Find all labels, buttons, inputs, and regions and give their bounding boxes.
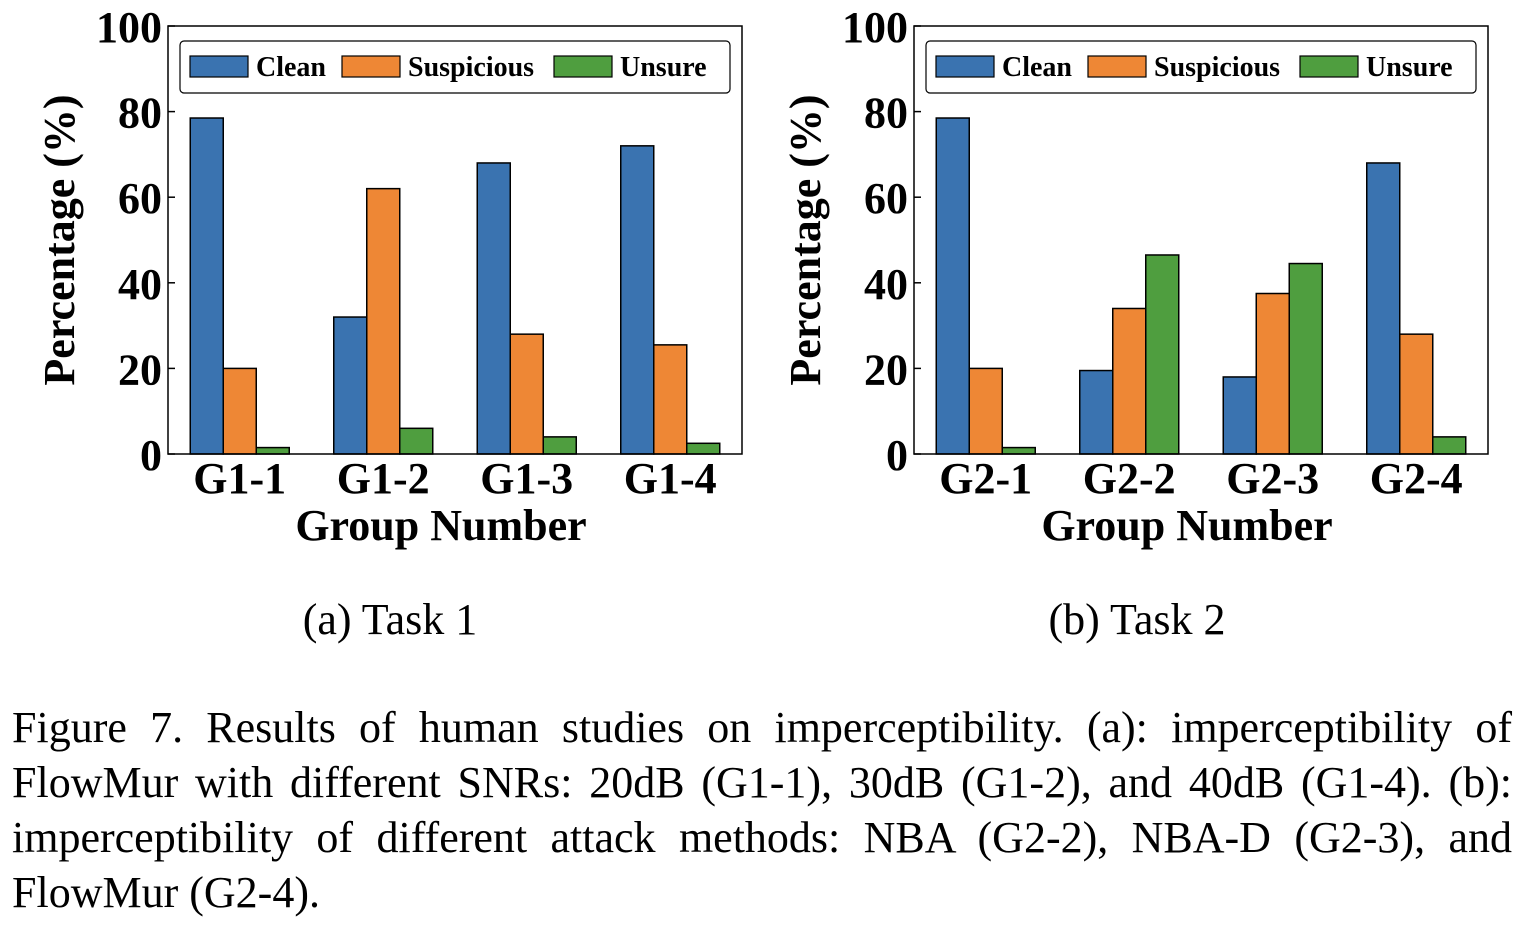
bar-clean-g1-1 (189, 117, 224, 455)
bar-clean-g2-2 (1079, 369, 1114, 455)
bar-unsure-g2-4 (1432, 436, 1467, 455)
legend-swatch-clean (189, 55, 249, 78)
bar-unsure-g1-4 (686, 442, 721, 455)
y-tick-label: 60 (864, 174, 908, 223)
bar-suspicious-g1-1 (222, 367, 257, 455)
y-tick-label: 60 (118, 174, 162, 223)
y-tick-label: 40 (864, 260, 908, 309)
bar-suspicious-g1-3 (509, 333, 544, 455)
figure-charts: G1-1 G1-2 G1-3 G1-4 0 20 40 60 80 100 Group Number… (35, 3, 1489, 550)
legend-swatch-suspicious (1087, 55, 1147, 78)
legend-label-unsure: Unsure (1366, 52, 1453, 83)
y-tick-label: 0 (140, 431, 162, 480)
y-tick-label: 20 (864, 345, 908, 394)
chart-2: G2-1 G2-2 G2-3 G2-4 0 20 40 60 80 100 Group Number… (781, 3, 1489, 550)
bar-clean-g2-4 (1366, 162, 1401, 455)
bar-clean-g2-1 (935, 117, 970, 455)
bar-suspicious-g2-4 (1399, 333, 1434, 455)
y-tick-label: 100 (96, 3, 162, 52)
legend-label-suspicious: Suspicious (1154, 52, 1280, 83)
legend-swatch-unsure (1299, 55, 1359, 78)
figure-caption: Figure 7. Results of human studies on im… (12, 703, 1512, 917)
legend-label-suspicious: Suspicious (408, 52, 534, 83)
legend-label-clean: Clean (1002, 52, 1072, 83)
axes-frame (167, 25, 743, 455)
bar-clean-g2-3 (1222, 376, 1257, 455)
legend-label-clean: Clean (256, 52, 326, 83)
x-axis-label: Group Number (295, 501, 586, 550)
bar-suspicious-g2-2 (1112, 307, 1147, 455)
bar-suspicious-g1-2 (366, 187, 401, 455)
y-tick-label: 20 (118, 345, 162, 394)
x-tick-label: G1-4 (624, 454, 717, 503)
y-tick-label: 100 (842, 3, 908, 52)
x-tick-label: G2-3 (1226, 454, 1319, 503)
x-tick-label: G2-1 (939, 454, 1032, 503)
y-axis-label: Percentage (%) (35, 94, 84, 385)
x-axis-label: Group Number (1041, 501, 1332, 550)
subcaption-task-2: (b) Task 2 (1048, 595, 1226, 644)
y-tick-label: 0 (886, 431, 908, 480)
y-axis-label: Percentage (%) (781, 94, 830, 385)
bar-unsure-g1-2 (399, 427, 434, 455)
bar-suspicious-g2-3 (1255, 292, 1290, 455)
x-tick-label: G2-2 (1083, 454, 1176, 503)
y-tick-label: 80 (864, 89, 908, 138)
bar-suspicious-g2-1 (968, 367, 1003, 455)
bar-clean-g1-3 (476, 162, 511, 455)
legend-box (925, 40, 1477, 94)
bar-unsure-g2-2 (1145, 254, 1180, 455)
legend-label-unsure: Unsure (620, 52, 707, 83)
axes-frame (913, 25, 1489, 455)
bar-unsure-g1-3 (542, 436, 577, 455)
subcaption-task-1: (a) Task 1 (302, 595, 478, 644)
bar-suspicious-g1-4 (653, 344, 688, 455)
legend-swatch-suspicious (341, 55, 401, 78)
x-tick-label: G1-2 (337, 454, 430, 503)
legend-box (179, 40, 731, 94)
bar-clean-g1-4 (620, 145, 655, 455)
legend-swatch-clean (935, 55, 995, 78)
y-tick-label: 80 (118, 89, 162, 138)
x-tick-label: G1-1 (193, 454, 286, 503)
x-tick-label: G1-3 (480, 454, 573, 503)
legend-swatch-unsure (553, 55, 613, 78)
x-tick-label: G2-4 (1370, 454, 1463, 503)
chart-1: G1-1 G1-2 G1-3 G1-4 0 20 40 60 80 100 Group Number… (35, 3, 743, 550)
bar-unsure-g2-3 (1288, 262, 1323, 455)
y-tick-label: 40 (118, 260, 162, 309)
bar-clean-g1-2 (333, 316, 368, 455)
